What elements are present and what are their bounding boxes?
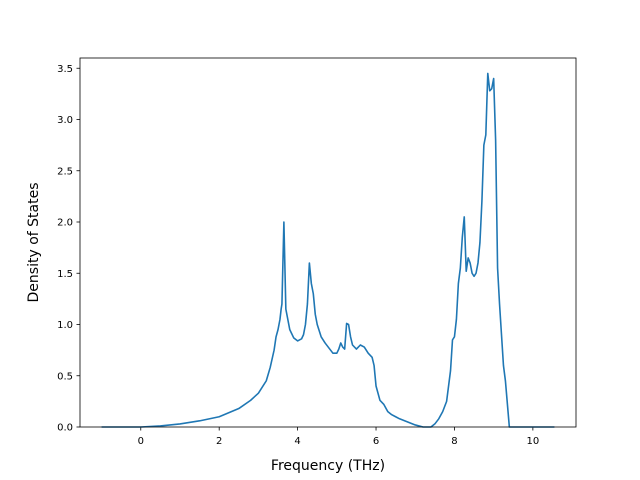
y-tick-label: 1.5 xyxy=(57,269,73,280)
y-tick-label: 0.5 xyxy=(57,371,73,382)
x-tick-label: 4 xyxy=(294,436,300,447)
y-tick-label: 1.0 xyxy=(57,320,73,331)
y-axis-label: Density of States xyxy=(26,183,42,303)
axis-ticks: 0 2 4 6 8 10 0.0 0.5 1.0 1.5 2.0 2.5 3.0 3.5 xyxy=(57,64,539,447)
y-tick-label: 3.5 xyxy=(57,64,73,75)
x-tick-label: 0 xyxy=(138,436,144,447)
y-tick-label: 0.0 xyxy=(57,423,73,434)
y-tick-label: 2.0 xyxy=(57,218,73,229)
x-tick-label: 2 xyxy=(216,436,222,447)
y-tick-label: 2.5 xyxy=(57,166,73,177)
x-tick-label: 10 xyxy=(527,436,540,447)
x-tick-label: 6 xyxy=(373,436,379,447)
y-tick-label: 3.0 xyxy=(57,115,73,126)
plot-frame xyxy=(79,57,577,428)
x-axis-label: Frequency (THz) xyxy=(271,458,385,474)
x-tick-label: 8 xyxy=(451,436,457,447)
dos-series-line xyxy=(101,72,555,428)
